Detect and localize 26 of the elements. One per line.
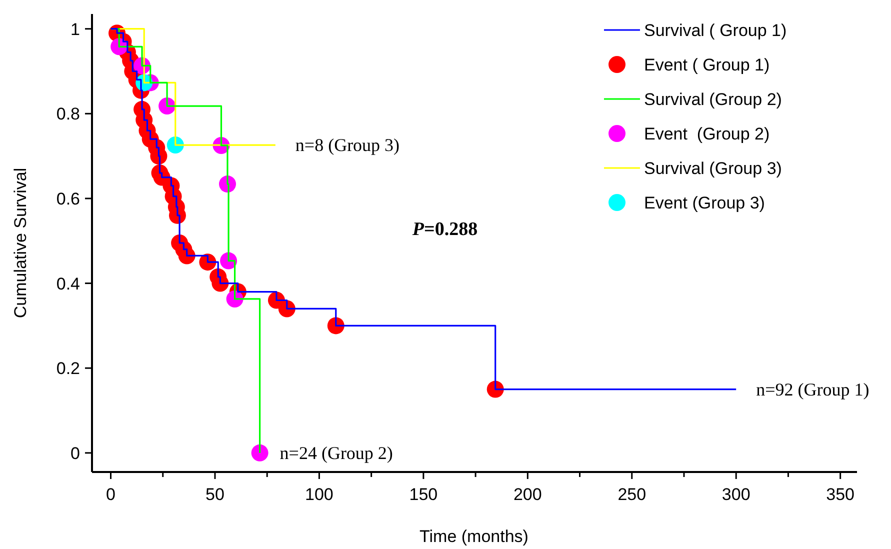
legend-label: Survival (Group 3) [644,159,782,178]
x-tick-label: 100 [305,485,334,504]
x-tick-label: 350 [826,485,855,504]
x-tick-label: 250 [618,485,646,504]
y-tick-label: 1 [70,20,80,39]
x-tick-label: 50 [206,485,224,504]
x-tick-label: 0 [106,485,116,504]
x-tick-label: 200 [513,485,542,504]
x-axis-title: Time (months) [420,527,528,546]
annotation: P=0.288 [411,219,478,240]
legend-label: Survival ( Group 1) [644,21,787,40]
y-tick-label: 0 [70,444,80,463]
legend-label: Event (Group 2) [644,124,770,144]
legend-label: Event ( Group 1) [644,56,770,74]
annotation: n=24 (Group 2) [280,442,393,463]
y-tick-label: 0.2 [56,359,80,378]
x-tick-label: 150 [409,485,438,504]
x-tick-label: 300 [722,485,750,504]
y-tick-label: 0.8 [56,104,80,124]
y-tick-label: 0.6 [56,189,80,208]
annotation: n=8 (Group 3) [295,135,400,156]
legend-label: Survival (Group 2) [644,90,782,109]
y-tick-label: 0.4 [56,274,80,294]
legend-label: Event (Group 3) [644,194,765,212]
annotation: n=92 (Group 1) [756,379,870,400]
y-axis-title: Cumulative Survival [11,168,30,318]
